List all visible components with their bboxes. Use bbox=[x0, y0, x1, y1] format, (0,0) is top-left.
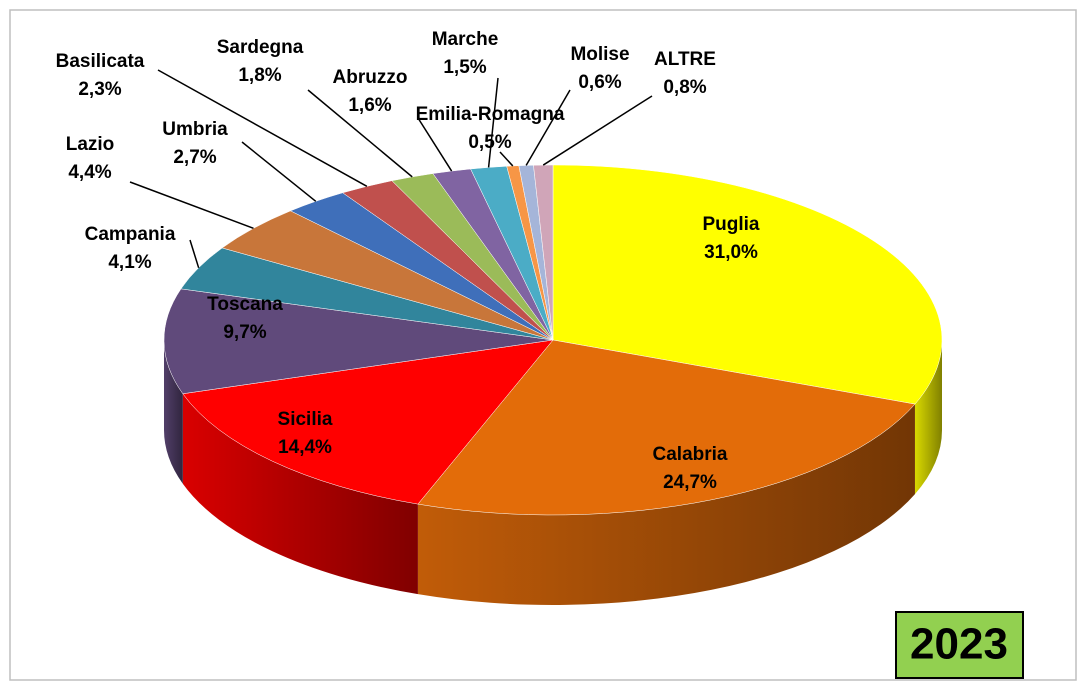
category-label: Lazio bbox=[66, 134, 115, 155]
value-label: 2,3% bbox=[78, 79, 121, 100]
slice-side bbox=[417, 404, 915, 605]
slice bbox=[533, 164, 554, 341]
slice bbox=[182, 339, 554, 505]
value-label: 2,7% bbox=[173, 147, 216, 168]
slice bbox=[552, 164, 943, 405]
value-label: 1,5% bbox=[443, 57, 486, 78]
category-label: Emilia-Romagna bbox=[416, 104, 565, 125]
leader-line bbox=[241, 141, 317, 202]
value-label: 1,6% bbox=[348, 95, 391, 116]
value-label: 0,5% bbox=[468, 132, 511, 153]
category-label: Basilicata bbox=[56, 51, 145, 72]
leader-line bbox=[542, 95, 653, 166]
category-label: Campania bbox=[85, 224, 176, 245]
category-label: Puglia bbox=[702, 214, 759, 235]
leader-line bbox=[157, 69, 368, 187]
category-label: Sicilia bbox=[278, 409, 333, 430]
slice bbox=[163, 288, 554, 395]
leader-line bbox=[129, 181, 254, 230]
pie-tops bbox=[163, 164, 943, 516]
category-label: Abruzzo bbox=[333, 67, 408, 88]
slice bbox=[417, 339, 916, 516]
slice-side bbox=[182, 393, 418, 595]
value-label: 0,6% bbox=[578, 72, 621, 93]
value-label: 14,4% bbox=[278, 437, 332, 458]
category-label: Molise bbox=[570, 44, 629, 65]
category-label: Calabria bbox=[653, 444, 728, 465]
leader-line bbox=[499, 151, 514, 167]
pie-sides bbox=[164, 340, 942, 605]
leader-line bbox=[189, 239, 200, 269]
slice-side bbox=[164, 340, 183, 484]
value-label: 4,1% bbox=[108, 252, 151, 273]
value-label: 24,7% bbox=[663, 472, 717, 493]
leader-line bbox=[525, 89, 571, 166]
category-label: ALTRE bbox=[654, 49, 716, 70]
leader-line bbox=[417, 117, 453, 172]
value-label: 1,8% bbox=[238, 65, 281, 86]
value-label: 0,8% bbox=[663, 77, 706, 98]
chart-title: 2023 bbox=[910, 620, 1008, 669]
value-label: 9,7% bbox=[223, 322, 266, 343]
title-box bbox=[895, 611, 1024, 679]
value-label: 4,4% bbox=[68, 162, 111, 183]
leader-line bbox=[307, 89, 413, 178]
category-label: Toscana bbox=[207, 294, 283, 315]
leader-line bbox=[487, 77, 499, 168]
category-label: Marche bbox=[432, 29, 499, 50]
value-label: 31,0% bbox=[704, 242, 758, 263]
category-label: Sardegna bbox=[217, 37, 304, 58]
category-label: Umbria bbox=[162, 119, 228, 140]
slice-side bbox=[914, 340, 942, 495]
data-labels: Puglia 31,0% Calabria 24,7% Sicilia 14,4% Tosc… bbox=[56, 29, 760, 493]
